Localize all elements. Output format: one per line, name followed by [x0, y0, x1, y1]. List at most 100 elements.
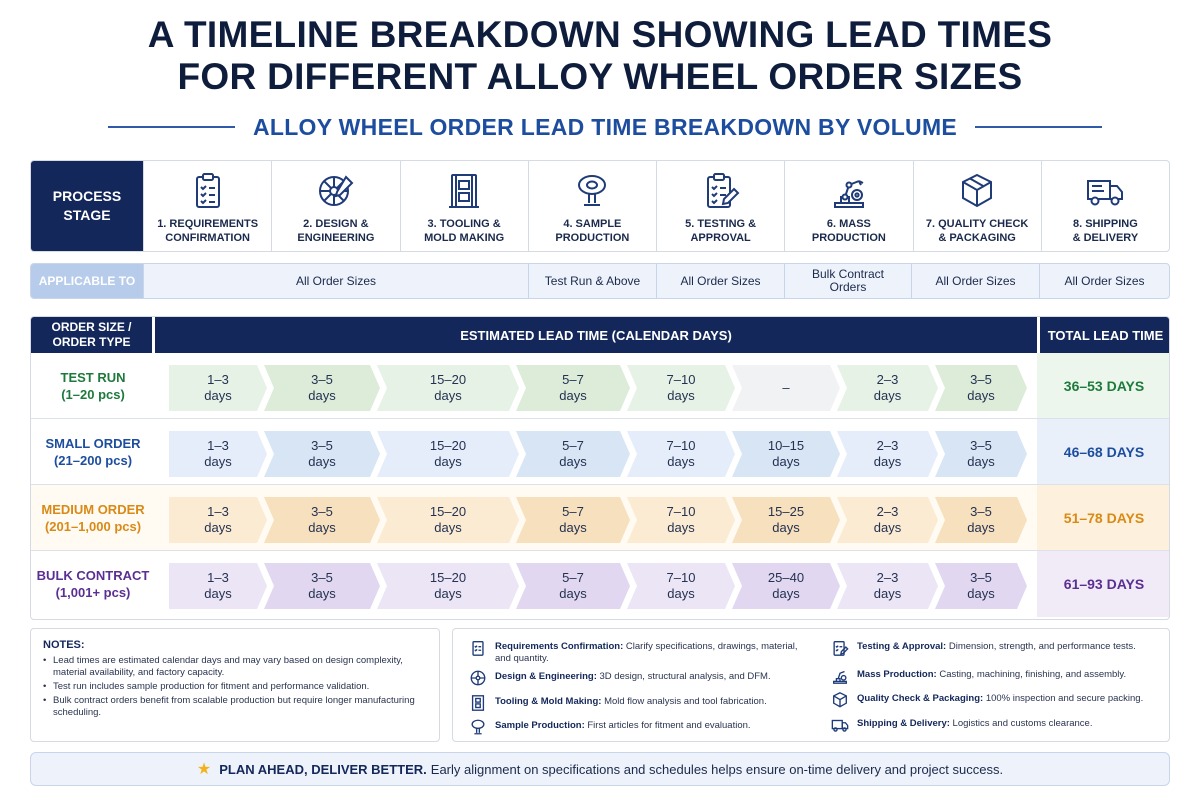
lead-time-chevron: 15–25 days: [732, 497, 840, 543]
table-row: SMALL ORDER (21–200 pcs) 1–3 days 3–5 days 15–…: [31, 419, 1169, 485]
table-header: ORDER SIZE / ORDER TYPE ESTIMATED LEAD TI…: [31, 317, 1169, 353]
lead-time-unit: days: [772, 520, 800, 535]
lead-time-value: 1–3: [207, 438, 229, 453]
clipboard-check-icon: [472, 641, 484, 656]
legend-item-design: Design & Engineering: 3D design, structu…: [469, 670, 799, 687]
lead-time-chevron: 15–20 days: [377, 431, 519, 477]
lead-time-unit: days: [772, 454, 800, 469]
legend-item-tooling: Tooling & Mold Making: Mold flow analysi…: [469, 695, 799, 712]
lead-time-chevron: 3–5 days: [264, 563, 380, 609]
lead-time-chevron: 3–5 days: [264, 431, 380, 477]
subtitle-rule-right: [975, 126, 1102, 128]
table-row: TEST RUN (1–20 pcs) 1–3 days 3–5 days 15–20 day…: [31, 353, 1169, 419]
lead-time-value: 5–7: [562, 504, 584, 519]
lead-time-unit: days: [873, 520, 902, 535]
lead-time-unit: days: [308, 520, 336, 535]
robot-arm-icon: [833, 180, 864, 208]
lead-time-unit: days: [204, 388, 232, 403]
lead-time-unit: days: [434, 388, 462, 403]
lead-time-chevron: 2–3 days: [837, 497, 938, 543]
lead-time-chevron: 3–5 days: [935, 497, 1027, 543]
lead-time-value: 3–5: [311, 372, 333, 387]
lead-time-value: 2–3: [876, 372, 899, 387]
title-line-1: A TIMELINE BREAKDOWN SHOWING LEAD TIMES: [147, 14, 1053, 55]
note-item: Lead times are estimated calendar days a…: [43, 655, 427, 679]
legend-item-sample: Sample Production: First articles for fi…: [469, 719, 799, 736]
lead-time-chevron: 3–5 days: [264, 497, 380, 543]
lead-time-value: 15–25: [767, 504, 805, 519]
lead-time-chevron: 1–3 days: [169, 563, 267, 609]
legend-item-testing: Testing & Approval: Dimension, strength,…: [831, 641, 1161, 657]
lead-time-chevron: 7–10 days: [627, 563, 735, 609]
lead-time-chevron: 15–20 days: [377, 497, 519, 543]
lead-time-chevron: 1–3 days: [169, 497, 267, 543]
subtitle-row: ALLOY WHEEL ORDER LEAD TIME BREAKDOWN BY…: [108, 112, 1102, 142]
stage-testing: 5. Testing & Approval: [656, 161, 784, 251]
stage-quality-check: 7. Quality Check & Packaging: [912, 161, 1041, 251]
lead-time-chevron: 1–3 days: [169, 365, 267, 411]
stage-label: 3. Tooling & Mold Making: [424, 218, 505, 244]
lead-time-unit: days: [873, 586, 902, 601]
total-lead-time: 61–93 DAYS: [1037, 551, 1169, 617]
order-type-name: MEDIUM ORDER: [41, 502, 145, 517]
lead-time-value: 25–40: [767, 570, 805, 585]
lead-time-chevron: 7–10 days: [627, 431, 735, 477]
lead-time-unit: days: [667, 520, 695, 535]
stage-label: 8. Shipping & Delivery: [1072, 218, 1139, 244]
applicable-cell: All Order Sizes: [1039, 264, 1169, 298]
lead-time-value: 2–3: [876, 504, 899, 519]
legend-item-shipping: Shipping & Delivery: Logistics and custo…: [831, 718, 1161, 734]
order-type-name: SMALL ORDER: [45, 436, 141, 451]
lead-time-chevron: 5–7 days: [516, 563, 630, 609]
lead-time-value: 7–10: [666, 504, 696, 519]
applicable-cell: All Order Sizes: [656, 264, 784, 298]
lead-time-value: 1–3: [207, 372, 229, 387]
lead-time-unit: days: [873, 388, 902, 403]
lead-time-value: 3–5: [311, 570, 333, 585]
lead-time-unit: days: [434, 586, 462, 601]
lead-time-value: 15–20: [429, 372, 467, 387]
order-type-qty: (21–200 pcs): [53, 453, 133, 468]
lead-time-unit: days: [559, 520, 587, 535]
lead-time-table: ORDER SIZE / ORDER TYPE ESTIMATED LEAD TI…: [30, 316, 1170, 620]
legend-item-quality-check: Quality Check & Packaging: 100% inspecti…: [831, 692, 1161, 709]
stage-mass-production: 6. Mass Production: [784, 161, 912, 251]
notes-panel: NOTES: Lead times are estimated calendar…: [30, 628, 440, 742]
row-divider: [31, 484, 1169, 485]
lead-time-value: 2–3: [876, 570, 899, 585]
stage-label: 1. Requirements Confirmation: [157, 218, 259, 244]
title-line-2: FOR DIFFERENT ALLOY WHEEL ORDER SIZES: [177, 56, 1023, 97]
banner-text: Early alignment on specifications and sc…: [430, 761, 1004, 777]
legend-item-requirements: Requirements Confirmation: Clarify speci…: [469, 641, 799, 665]
lead-time-value: –: [782, 380, 790, 395]
lead-time-value: 3–5: [311, 504, 333, 519]
total-lead-time: 46–68 DAYS: [1037, 419, 1169, 485]
lead-time-unit: days: [967, 520, 995, 535]
order-type-qty: (1,001+ pcs): [55, 585, 131, 600]
checklist-pen-icon: [706, 173, 740, 208]
stage-tooling: 3. Tooling & Mold Making: [399, 161, 528, 251]
legend-item-mass-production: Mass Production: Casting, machining, fin…: [831, 669, 1161, 685]
total-lead-time: 51–78 DAYS: [1037, 485, 1169, 551]
lead-time-value: 1–3: [207, 570, 229, 585]
lead-time-value: 15–20: [429, 570, 467, 585]
lead-time-value: 3–5: [311, 438, 333, 453]
row-divider: [31, 418, 1169, 419]
lead-time-unit: days: [667, 586, 695, 601]
banner-headline: PLAN AHEAD, DELIVER BETTER.: [219, 761, 427, 777]
lead-time-chevron: 3–5 days: [264, 365, 380, 411]
lead-time-value: 3–5: [970, 372, 992, 387]
lead-time-chevron: 7–10 days: [627, 497, 735, 543]
lead-time-value: 1–3: [207, 504, 229, 519]
order-type-label: TEST RUN (1–20 pcs): [31, 353, 155, 419]
table-row: BULK CONTRACT (1,001+ pcs) 1–3 days 3–5 days 1…: [31, 551, 1169, 617]
clipboard-check-icon: [195, 173, 220, 208]
lead-time-unit: days: [967, 454, 995, 469]
total-lead-time: 36–53 DAYS: [1037, 353, 1169, 419]
lead-time-value: 3–5: [970, 504, 992, 519]
applicable-label: APPLICABLE TO: [31, 264, 143, 298]
star-icon: ★: [196, 761, 212, 778]
applicable-cell: All Order Sizes: [143, 264, 528, 298]
stage-design: 2. Design & Engineering: [271, 161, 399, 251]
lead-time-unit: days: [204, 454, 232, 469]
